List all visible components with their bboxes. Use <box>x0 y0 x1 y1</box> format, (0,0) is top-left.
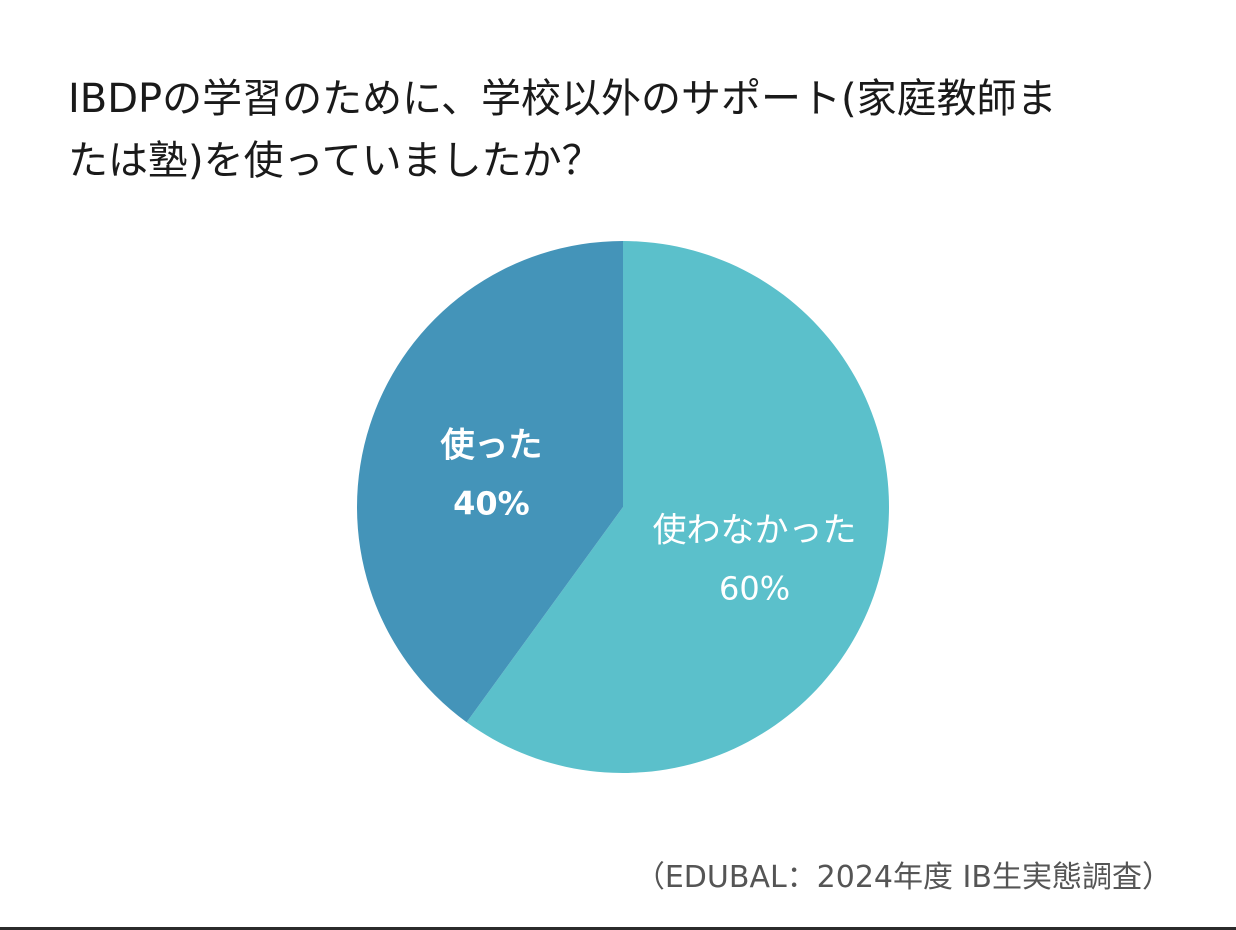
pie-slice-1 <box>466 241 890 773</box>
bottom-divider <box>0 927 1236 930</box>
pie-slice-label-2: 使った <box>439 425 542 465</box>
pie-slice-label-1: 使わなかった <box>653 511 857 551</box>
pie-slice-value-2: 40% <box>453 484 530 522</box>
pie-slices <box>356 240 890 773</box>
pie-slice-2 <box>356 240 623 723</box>
pie-slice-value-1: 60% <box>719 570 790 608</box>
source-note: （EDUBAL：2024年度 IB生実態調査） <box>634 860 1172 895</box>
chart-title: IBDPの学習のために、学校以外のサポート(家庭教師ま たは塾)を使っていました… <box>68 76 1057 184</box>
pie-labels: 使わなかった 60% 使った 40% <box>439 425 856 607</box>
